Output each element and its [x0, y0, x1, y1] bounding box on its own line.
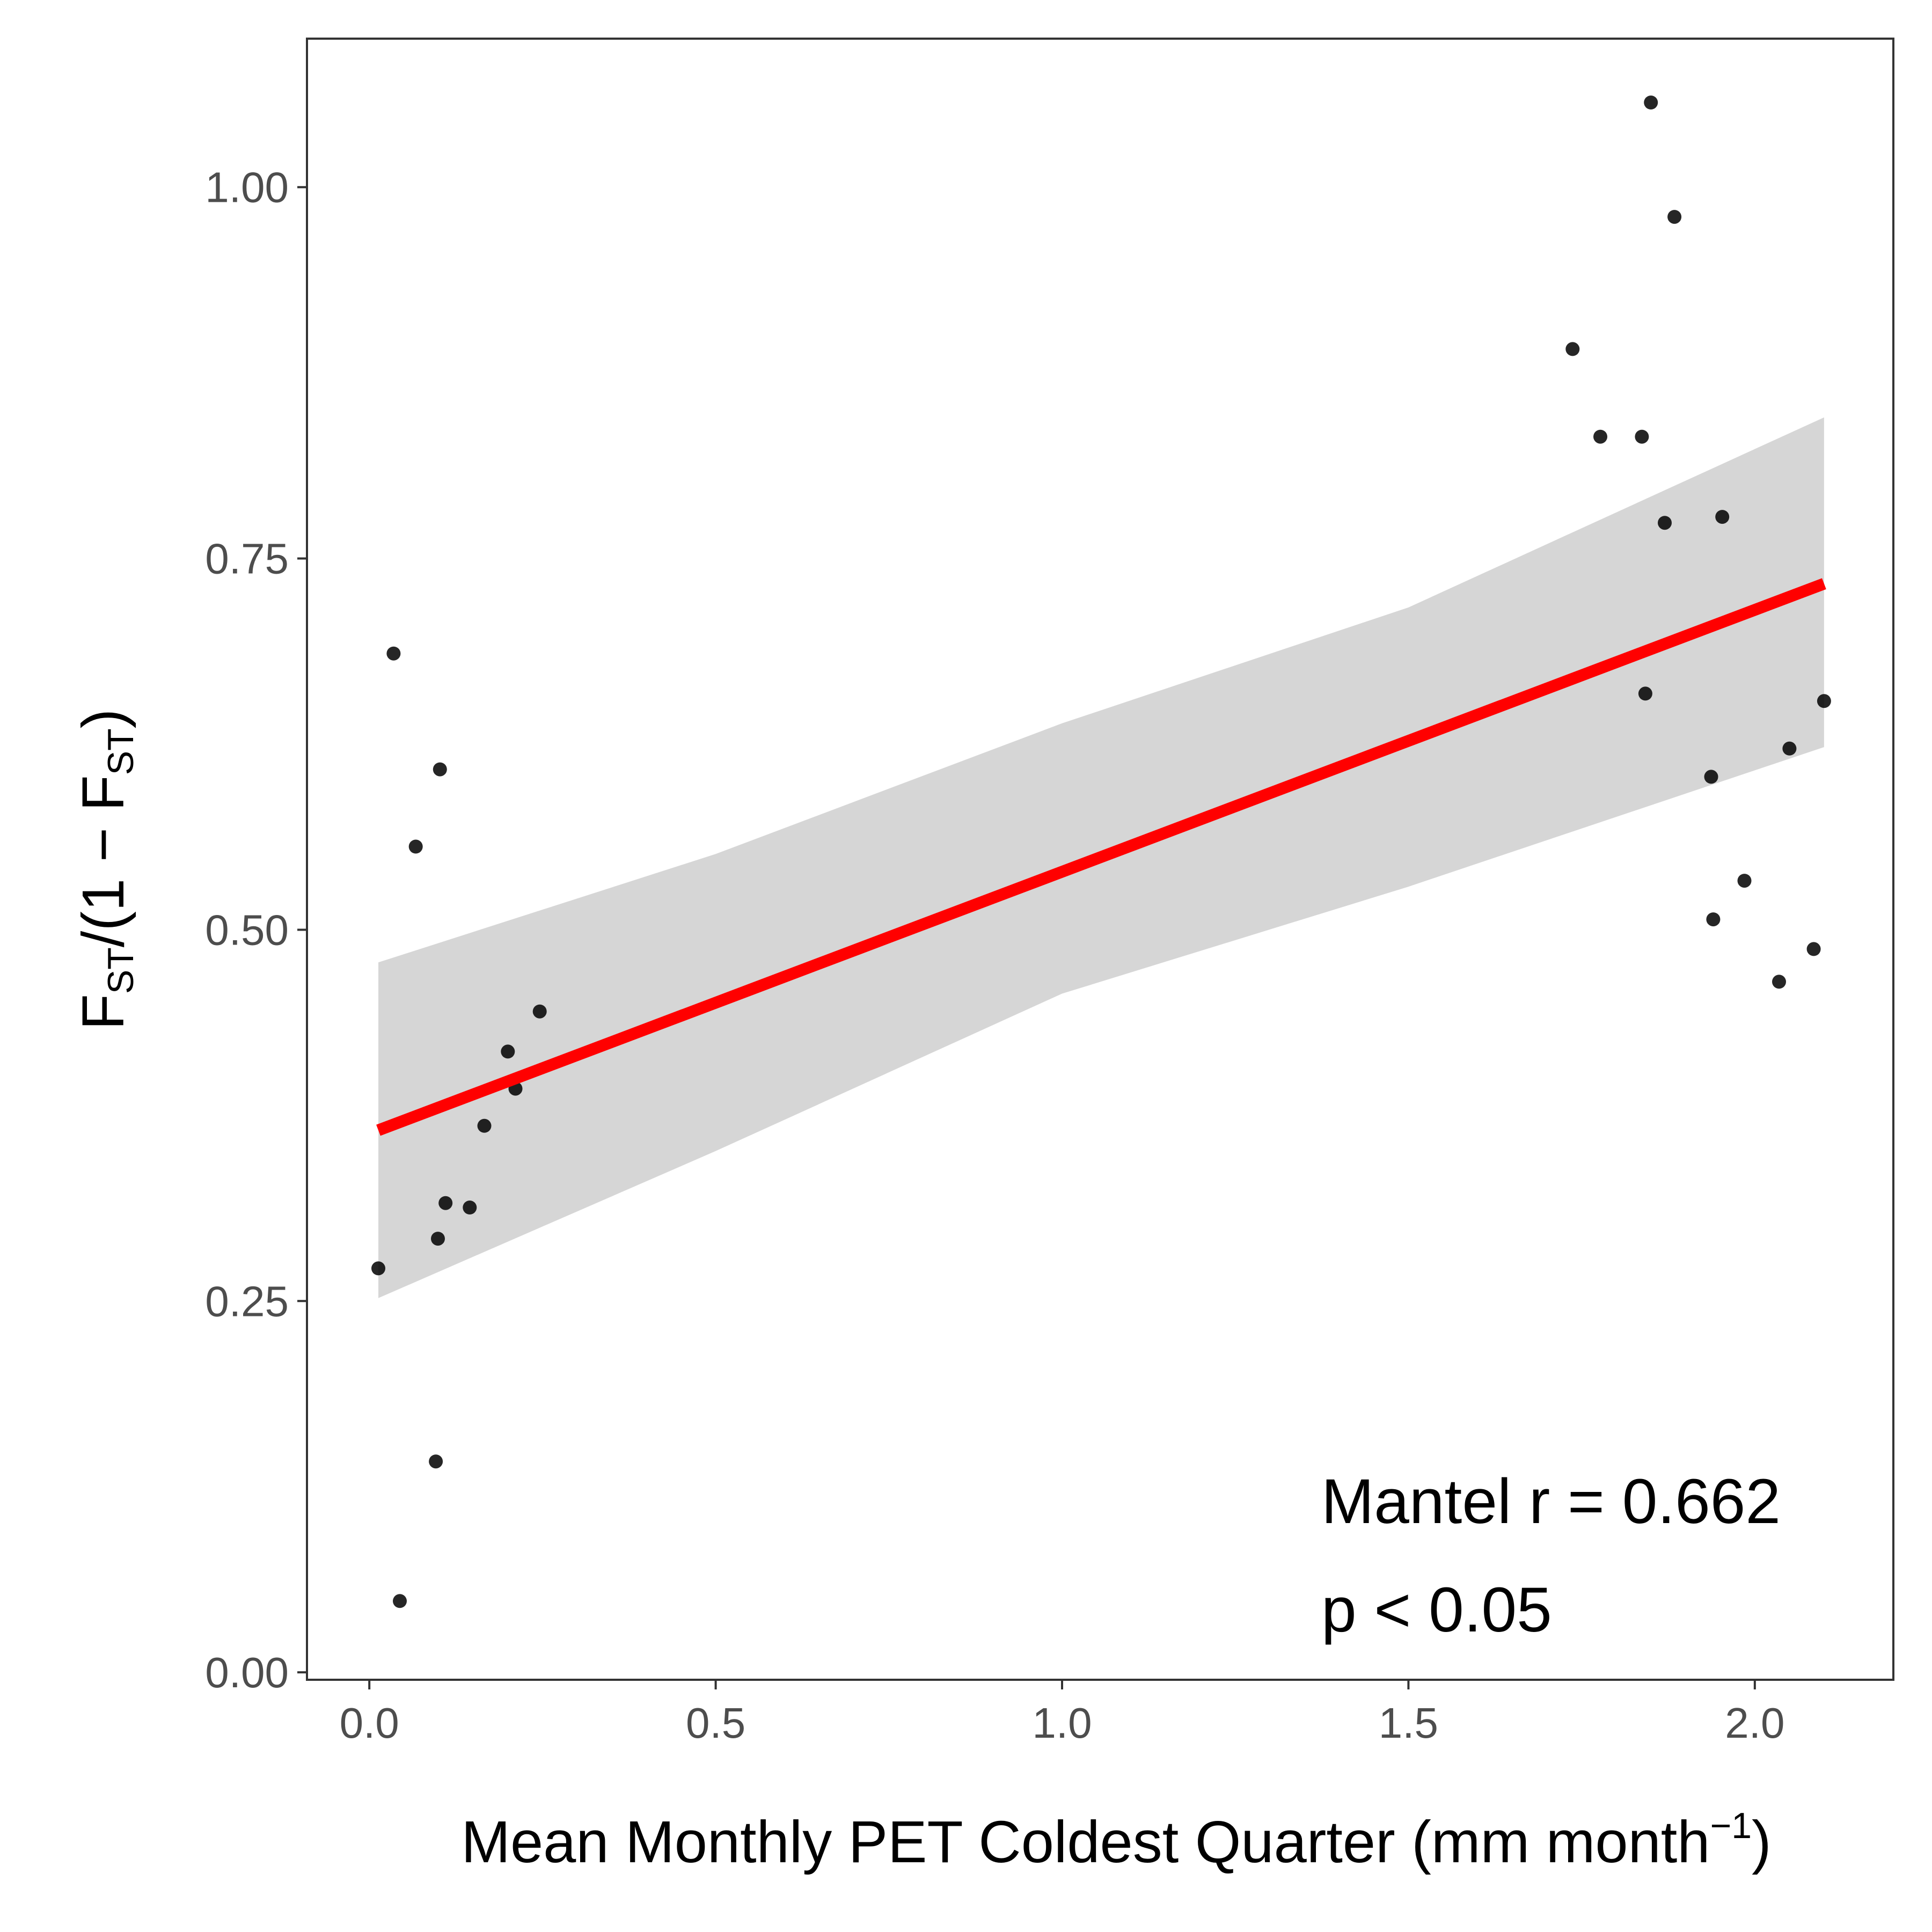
data-point: [393, 1594, 407, 1608]
plot-panel-border: [306, 38, 1894, 1681]
y-axis: 0.00 0.25 0.50 0.75 1.00: [205, 164, 307, 1696]
data-point: [1737, 874, 1752, 888]
x-axis-title-superscript: −1: [1710, 1805, 1752, 1846]
data-point: [429, 1454, 443, 1469]
y-tick-label: 0.50: [205, 906, 289, 954]
y-axis-title-middle: /(1 − F: [70, 775, 136, 947]
data-point: [438, 1196, 453, 1210]
x-tick-label: 0.0: [340, 1699, 399, 1747]
regression-line: [376, 578, 1826, 1136]
data-point: [1806, 942, 1821, 956]
annotation-mantel-r: Mantel r = 0.662: [1321, 1466, 1781, 1537]
x-axis: 0.0 0.5 1.0 1.5 2.0: [340, 1680, 1784, 1747]
data-point: [1715, 510, 1730, 524]
data-point: [408, 839, 423, 854]
y-tick-label: 0.00: [205, 1649, 289, 1696]
x-tick-label: 2.0: [1725, 1699, 1784, 1747]
data-point: [1638, 686, 1652, 701]
data-point: [1593, 429, 1607, 444]
x-axis-title-main: Mean Monthly PET Coldest Quarter (mm mon…: [461, 1809, 1710, 1875]
data-point: [1658, 516, 1672, 530]
data-point: [1667, 210, 1682, 224]
y-axis-title-subscript-1: ST: [100, 947, 141, 994]
y-axis-title-close: ): [70, 709, 136, 729]
data-point: [1772, 975, 1786, 989]
data-point: [431, 1232, 445, 1246]
data-point: [371, 1261, 385, 1276]
y-tick-label: 0.25: [205, 1277, 289, 1325]
x-tick-label: 1.0: [1032, 1699, 1092, 1747]
y-axis-title-subscript-2: ST: [100, 728, 141, 775]
y-tick-label: 1.00: [205, 164, 289, 211]
y-axis-title-f: F: [70, 994, 136, 1030]
data-point: [1644, 96, 1658, 109]
x-tick-label: 1.5: [1379, 1699, 1438, 1747]
data-point: [433, 762, 447, 777]
data-point: [1706, 912, 1721, 927]
data-point: [386, 646, 401, 661]
x-axis-title: Mean Monthly PET Coldest Quarter (mm mon…: [461, 1805, 1771, 1875]
data-point: [501, 1044, 515, 1059]
data-point: [1565, 342, 1580, 356]
y-tick-label: 0.75: [205, 535, 289, 583]
data-point: [463, 1201, 477, 1214]
data-point: [532, 1004, 547, 1019]
data-point: [1704, 770, 1718, 784]
y-axis-title: FST/(1 − FST): [70, 709, 141, 1030]
data-point: [1782, 741, 1797, 756]
data-point: [477, 1118, 492, 1133]
annotation-p-value: p < 0.05: [1321, 1575, 1552, 1645]
x-axis-title-close: ): [1752, 1809, 1772, 1875]
data-point: [1817, 694, 1831, 708]
x-tick-label: 0.5: [686, 1699, 745, 1747]
data-point: [1635, 429, 1649, 444]
